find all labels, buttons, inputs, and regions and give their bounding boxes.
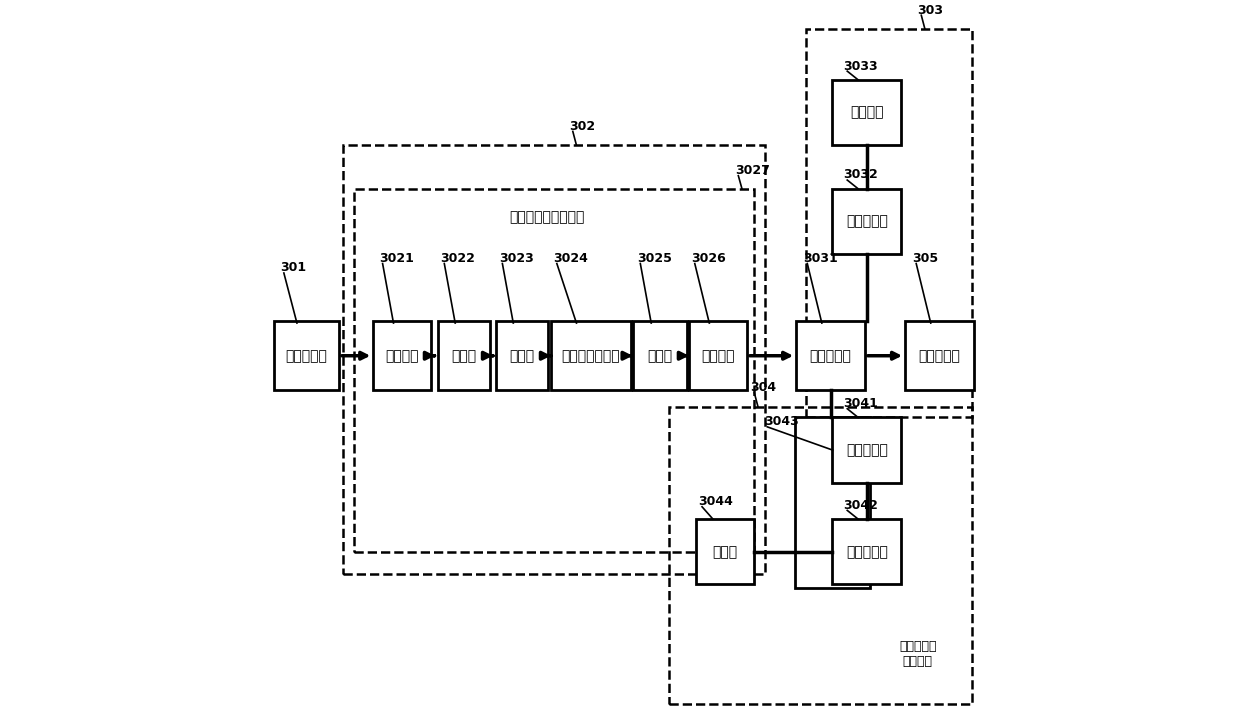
Bar [905,321,973,390]
Text: 3032: 3032 [843,168,878,182]
Bar [795,417,870,588]
Text: 辐射探测部: 辐射探测部 [846,443,888,457]
Text: 304: 304 [750,381,776,394]
Text: 301: 301 [280,261,306,274]
Bar [696,519,754,584]
Text: 3027: 3027 [735,164,770,177]
Text: 准直体: 准直体 [647,348,672,363]
Text: 3025: 3025 [636,252,672,265]
Text: 束流闸门: 束流闸门 [702,348,735,363]
Text: 计算部: 计算部 [713,544,738,559]
Text: 3023: 3023 [498,252,533,265]
Text: 3042: 3042 [843,499,878,512]
Text: 3044: 3044 [698,495,733,508]
Text: 3024: 3024 [553,252,588,265]
Text: 305: 305 [913,252,939,265]
Text: 信号处理部: 信号处理部 [846,544,888,559]
Bar [832,519,901,584]
Text: 靶装置: 靶装置 [510,348,534,363]
Bar [632,321,687,390]
Bar [551,321,631,390]
Text: 检测传输段: 检测传输段 [285,348,327,363]
Bar [806,29,972,417]
Bar [832,189,901,254]
Bar [353,189,754,552]
Bar [832,80,901,145]
Text: 驱动机构: 驱动机构 [851,105,884,120]
Text: 束流孔道: 束流孔道 [386,348,419,363]
Text: 3031: 3031 [804,252,838,265]
Text: 3041: 3041 [843,397,878,410]
Bar [274,321,339,390]
Bar [496,321,548,390]
Bar [670,407,972,704]
Text: 束流捕集器: 束流捕集器 [919,348,960,363]
Text: 303: 303 [918,4,944,17]
Bar [373,321,432,390]
Bar [438,321,490,390]
Text: 照射装置辐射屏蔽体: 照射装置辐射屏蔽体 [510,211,585,224]
Bar [689,321,746,390]
Text: 3033: 3033 [843,60,878,73]
Text: 中子束调节装置: 中子束调节装置 [562,348,620,363]
Text: 检测装置辐
射屏蔽体: 检测装置辐 射屏蔽体 [899,640,936,668]
Text: 3021: 3021 [379,252,414,265]
Text: 扩束段: 扩束段 [451,348,476,363]
Text: 样品传送部: 样品传送部 [846,214,888,229]
Bar [796,321,866,390]
Text: 3043: 3043 [764,415,799,428]
Bar [342,145,765,574]
Text: 3022: 3022 [440,252,476,265]
Text: 302: 302 [569,120,595,133]
Text: 样品承载部: 样品承载部 [810,348,852,363]
Text: 3026: 3026 [691,252,725,265]
Bar [832,417,901,483]
